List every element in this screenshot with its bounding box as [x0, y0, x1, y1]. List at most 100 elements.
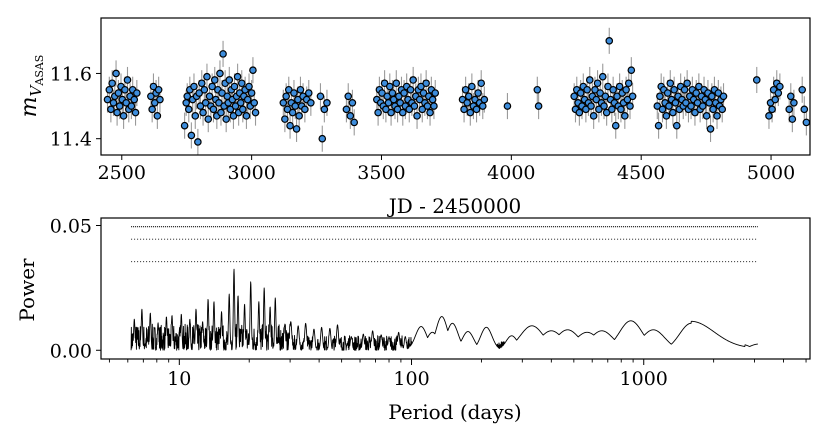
data-point [431, 89, 440, 97]
data-point [195, 89, 203, 97]
data-point [480, 95, 489, 104]
data-point [680, 85, 689, 94]
top-y-axis-label: mVASAS [17, 55, 46, 118]
top-x-axis-label: JD - 2450000 [387, 194, 522, 218]
data-point [226, 105, 235, 114]
data-point [600, 102, 608, 110]
data-point [682, 99, 690, 107]
data-point [236, 99, 245, 107]
data-point [286, 121, 294, 130]
x-tick-label: 1000 [620, 368, 668, 390]
data-point [191, 112, 200, 120]
data-point [466, 108, 475, 117]
data-point [430, 102, 438, 110]
data-point [409, 76, 417, 84]
data-point [653, 102, 662, 110]
data-point [121, 85, 129, 94]
data-point [190, 82, 198, 91]
data-point [785, 105, 794, 114]
data-point [216, 69, 224, 78]
data-point [392, 79, 401, 88]
data-point [605, 37, 614, 45]
x-tick-label: 3500 [357, 162, 405, 184]
data-point [419, 89, 428, 97]
lightcurve-panel: 2500 3000 3500 4000 4500 5000 11.4 11.6 JD - 2… [17, 17, 811, 218]
data-point [718, 105, 727, 114]
data-point [107, 105, 115, 114]
data-point [283, 105, 292, 114]
data-point [153, 112, 162, 120]
data-point [344, 92, 353, 101]
data-point [251, 108, 260, 117]
data-point [398, 108, 407, 117]
x-tick-label: 5000 [747, 162, 795, 184]
data-point [570, 92, 578, 101]
data-point [693, 99, 702, 107]
data-point [292, 125, 301, 133]
data-point [626, 102, 634, 110]
bottom-y-ticks: 0.00 0.05 [50, 215, 101, 362]
data-point [147, 92, 155, 101]
data-point [765, 112, 773, 120]
bottom-x-axis-label: Period (days) [388, 400, 521, 424]
data-point [624, 79, 633, 88]
data-point [243, 95, 252, 104]
data-point [387, 108, 395, 117]
data-point [222, 115, 230, 123]
data-point [133, 89, 141, 97]
data-point [250, 99, 259, 107]
data-point [130, 95, 139, 104]
data-point [592, 95, 601, 104]
data-point [596, 89, 604, 97]
data-point [115, 102, 124, 110]
top-y-ticks: 11.4 11.6 [50, 63, 101, 151]
data-point [623, 95, 632, 104]
data-point [108, 79, 116, 88]
data-point [112, 69, 120, 78]
data-point [410, 102, 419, 110]
data-point [374, 108, 382, 117]
x-tick-label: 4500 [617, 162, 665, 184]
data-point [714, 89, 723, 97]
data-point [771, 95, 779, 104]
bottom-axes-frame [100, 217, 811, 360]
data-point [114, 89, 123, 97]
data-point [320, 105, 329, 114]
data-point [695, 82, 703, 91]
data-point [210, 76, 219, 84]
data-point [247, 89, 256, 97]
false-alarm-levels [131, 226, 758, 263]
data-point [593, 79, 602, 88]
data-point [229, 112, 238, 120]
data-point [698, 102, 707, 110]
data-point [713, 112, 721, 120]
data-point [575, 108, 584, 117]
data-point [149, 82, 158, 91]
data-point [385, 82, 394, 91]
x-tick-label: 10 [167, 368, 191, 390]
data-point [604, 82, 612, 91]
data-point [708, 92, 716, 101]
data-point [534, 102, 543, 110]
data-point [304, 89, 313, 97]
x-tick-label: 100 [393, 368, 429, 390]
data-point [237, 79, 246, 88]
data-point [249, 66, 257, 74]
data-point [706, 125, 715, 133]
y-tick-label: 11.4 [50, 129, 92, 151]
data-point [123, 76, 132, 84]
data-point [786, 92, 795, 101]
data-point [670, 85, 678, 94]
data-point [197, 79, 206, 88]
top-axes-frame [100, 17, 811, 156]
data-point [591, 85, 599, 94]
periodogram-line [130, 268, 759, 351]
data-point [464, 92, 473, 101]
data-point [583, 85, 591, 94]
y-tick-label: 0.00 [50, 340, 92, 362]
data-point [671, 99, 680, 107]
data-point [105, 85, 114, 94]
data-point [790, 99, 798, 107]
data-point [800, 105, 809, 114]
data-point [187, 131, 196, 140]
